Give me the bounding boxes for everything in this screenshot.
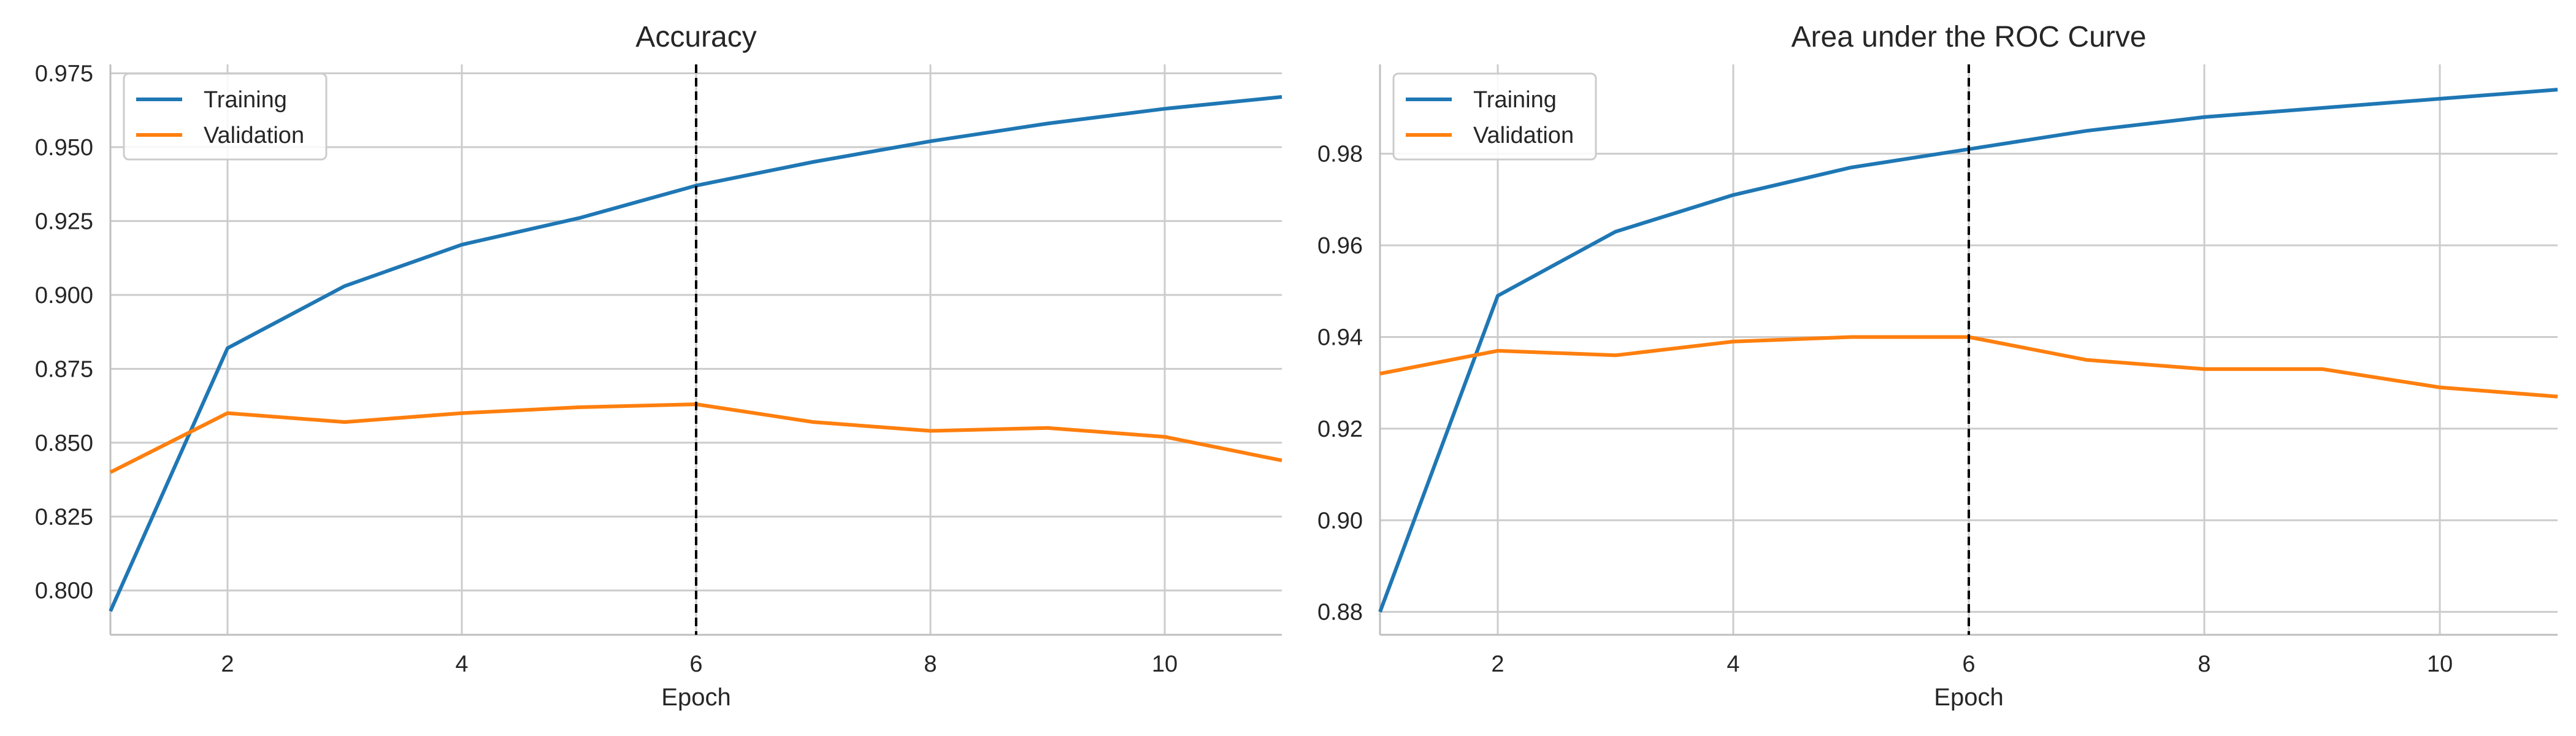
x-tick-label: 4 <box>1727 651 1739 677</box>
x-tick-label: 10 <box>2427 651 2453 677</box>
x-tick-label: 2 <box>221 651 234 677</box>
y-tick-label: 0.800 <box>35 578 93 604</box>
y-tick-label: 0.875 <box>35 356 93 382</box>
y-tick-label: 0.900 <box>35 283 93 309</box>
legend-label: Validation <box>1473 123 1574 148</box>
y-tick-label: 0.850 <box>35 431 93 456</box>
x-tick-label: 8 <box>924 651 937 677</box>
chart-title: Area under the ROC Curve <box>1792 21 2147 53</box>
y-tick-label: 0.98 <box>1317 142 1363 167</box>
x-tick-label: 8 <box>2198 651 2210 677</box>
y-tick-label: 0.925 <box>35 209 93 234</box>
y-tick-label: 0.88 <box>1317 600 1363 626</box>
legend: Training Validation <box>123 72 328 161</box>
legend: Training Validation <box>1392 72 1597 161</box>
chart-title: Accuracy <box>635 21 756 53</box>
legend-box <box>1392 72 1597 161</box>
y-tick-label: 0.825 <box>35 504 93 530</box>
x-tick-label: 10 <box>1152 651 1178 677</box>
legend-label: Training <box>204 87 287 113</box>
y-tick-label: 0.975 <box>35 61 93 86</box>
legend-label: Training <box>1473 87 1557 113</box>
x-tick-label: 6 <box>1962 651 1975 677</box>
y-tick-label: 0.92 <box>1317 416 1363 442</box>
y-tick-label: 0.94 <box>1317 324 1363 350</box>
x-tick-label: 2 <box>1491 651 1504 677</box>
chart-2: 0.88 0.90 0.92 0.94 0.96 0.98 2 4 6 8 10 Epoch Area … <box>1317 21 2558 711</box>
legend-box <box>123 72 328 161</box>
x-tick-label: 6 <box>689 651 702 677</box>
y-tick-label: 0.90 <box>1317 508 1363 534</box>
y-tick-label: 0.950 <box>35 135 93 161</box>
x-axis-label: Epoch <box>1934 684 2003 711</box>
x-axis-label: Epoch <box>661 684 730 711</box>
series-line-training <box>109 95 1282 612</box>
legend-label: Validation <box>204 123 304 148</box>
y-tick-label: 0.96 <box>1317 233 1363 259</box>
x-tick-label: 4 <box>455 651 468 677</box>
chart-1: 0.800 0.825 0.850 0.875 0.900 0.925 0.950 0.975… <box>35 21 1282 711</box>
